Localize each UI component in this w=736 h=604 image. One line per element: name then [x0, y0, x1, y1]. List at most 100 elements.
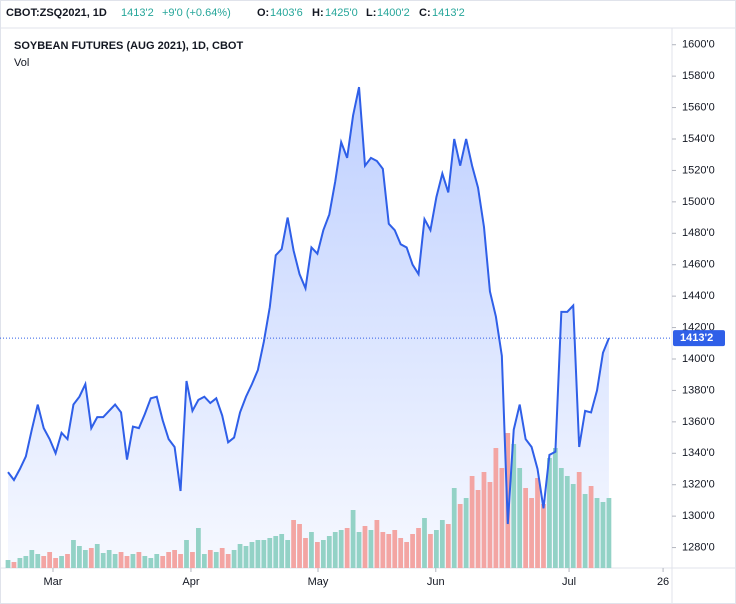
x-tick-label: Jun	[427, 576, 445, 588]
volume-bar	[499, 468, 505, 568]
y-tick-label: 1560'0	[682, 101, 715, 113]
high: 1425'0	[325, 7, 358, 19]
volume-bar	[35, 554, 41, 568]
volume-bar	[172, 550, 177, 568]
volume-bar	[207, 550, 213, 568]
volume-bar	[82, 550, 88, 568]
volume-bar	[588, 486, 594, 568]
last-price-box	[673, 330, 725, 347]
volume-bar	[88, 548, 94, 568]
last: 1413'2	[121, 7, 154, 19]
volume-bar	[237, 544, 243, 568]
volume-bar	[600, 502, 606, 568]
volume-bar	[249, 542, 255, 568]
volume-bar	[148, 558, 154, 568]
volume-bar	[439, 520, 445, 568]
volume-bar	[386, 534, 392, 568]
volume-bar	[332, 532, 338, 568]
volume-bar	[404, 542, 410, 568]
volume-bar	[178, 554, 183, 568]
volume-bar	[225, 554, 231, 568]
volume-bar	[136, 552, 142, 568]
volume-bar	[130, 554, 136, 568]
volume-bar	[100, 553, 106, 568]
volume-bar	[160, 556, 166, 568]
volume-bar	[434, 530, 439, 568]
volume-bar	[570, 484, 576, 568]
low-key: L:	[366, 7, 376, 19]
volume-bar	[362, 526, 368, 568]
volume-bar	[243, 546, 249, 568]
volume-bar	[517, 468, 523, 568]
x-tick-label: Jul	[562, 576, 576, 588]
volume-bar	[309, 532, 314, 568]
y-tick-label: 1380'0	[682, 384, 715, 396]
volume-bar	[213, 552, 219, 568]
volume-bar	[261, 540, 267, 568]
volume-bar	[368, 530, 374, 568]
volume-bar	[291, 520, 296, 568]
volume-bar	[190, 552, 195, 568]
volume-bar	[547, 458, 552, 568]
volume-bar	[422, 518, 427, 568]
volume-bar	[553, 448, 558, 568]
volume-bar	[469, 476, 475, 568]
volume-bar	[416, 528, 421, 568]
volume-bar	[350, 510, 356, 568]
volume-bar	[457, 504, 463, 568]
price-line	[7, 86, 610, 525]
volume-bar	[59, 556, 64, 568]
volume-bar	[392, 530, 398, 568]
volume-bar	[231, 550, 237, 568]
volume-bar	[344, 528, 350, 568]
volume-bar	[267, 538, 273, 568]
last-price-label: 1413'2	[680, 332, 713, 344]
volume-bar	[326, 536, 332, 568]
volume-bar	[541, 504, 546, 568]
y-tick-label: 1400'0	[682, 353, 715, 365]
volume-bar	[124, 556, 130, 568]
volume-bar	[535, 478, 540, 568]
volume-bar	[106, 550, 112, 568]
volume-bar	[29, 550, 35, 568]
volume-bar	[374, 520, 380, 568]
volume-bar	[112, 554, 118, 568]
y-tick-label: 1440'0	[682, 290, 715, 302]
change: +9'0 (+0.64%)	[162, 7, 231, 19]
volume-bar	[142, 556, 148, 568]
y-tick-label: 1340'0	[682, 447, 715, 459]
high-key: H:	[312, 7, 324, 19]
chart-title: SOYBEAN FUTURES (AUG 2021), 1D, CBOT	[14, 40, 243, 52]
volume-bar	[65, 554, 70, 568]
volume-bar	[445, 524, 451, 568]
symbol: CBOT:ZSQ2021, 1D	[6, 7, 107, 19]
close-key: C:	[419, 7, 431, 19]
y-tick-label: 1520'0	[682, 164, 715, 176]
y-tick-label: 1500'0	[682, 196, 715, 208]
volume-bar	[23, 556, 29, 568]
volume-bar	[487, 482, 493, 568]
volume-bar	[219, 548, 225, 568]
volume-bar	[398, 538, 404, 568]
y-tick-label: 1460'0	[682, 259, 715, 271]
volume-bar	[451, 488, 457, 568]
volume-bar	[118, 552, 124, 568]
volume-bar	[166, 552, 172, 568]
volume-bar	[428, 534, 433, 568]
x-tick-label: Mar	[44, 576, 63, 588]
close: 1413'2	[432, 7, 465, 19]
y-tick-label: 1580'0	[682, 70, 715, 82]
y-tick-label: 1540'0	[682, 133, 715, 145]
volume-bar	[77, 546, 82, 568]
volume-bar	[196, 528, 201, 568]
x-tick-label: 26	[657, 576, 669, 588]
volume-bar	[606, 498, 612, 568]
volume-bar	[273, 536, 279, 568]
low: 1400'2	[377, 7, 410, 19]
volume-bar	[17, 558, 23, 568]
volume-bar	[564, 476, 570, 568]
x-tick-label: May	[308, 576, 329, 588]
volume-bar	[285, 540, 291, 568]
volume-label: Vol	[14, 57, 29, 69]
